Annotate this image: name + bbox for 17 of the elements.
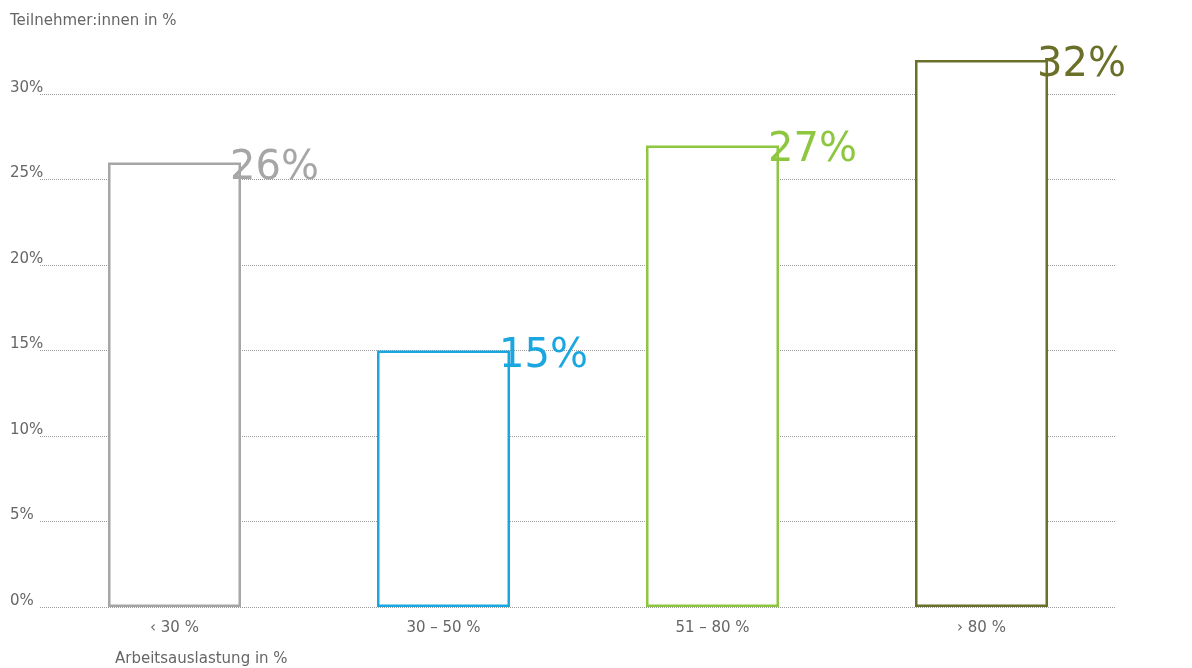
x-tick-label: ‹ 30 % — [150, 617, 199, 636]
x-tick-label: 30 – 50 % — [406, 617, 481, 636]
x-tick-label: 51 – 80 % — [675, 617, 750, 636]
x-axis-title: Arbeitsauslastung in % — [115, 648, 288, 667]
y-tick-label: 20% — [10, 248, 44, 267]
data-label: 26% — [230, 141, 319, 188]
y-tick-label: 15% — [10, 334, 44, 353]
y-tick-label: 10% — [10, 419, 44, 438]
y-tick-label: 5% — [10, 505, 34, 524]
y-tick-label: 25% — [10, 163, 44, 182]
data-label: 15% — [499, 329, 588, 376]
y-tick-label: 30% — [10, 77, 44, 96]
y-tick-label: 0% — [10, 590, 34, 609]
x-tick-label: › 80 % — [957, 617, 1006, 636]
data-label: 32% — [1037, 39, 1126, 85]
y-axis-title: Teilnehmer:innen in % — [9, 10, 177, 29]
data-label: 27% — [768, 124, 857, 171]
